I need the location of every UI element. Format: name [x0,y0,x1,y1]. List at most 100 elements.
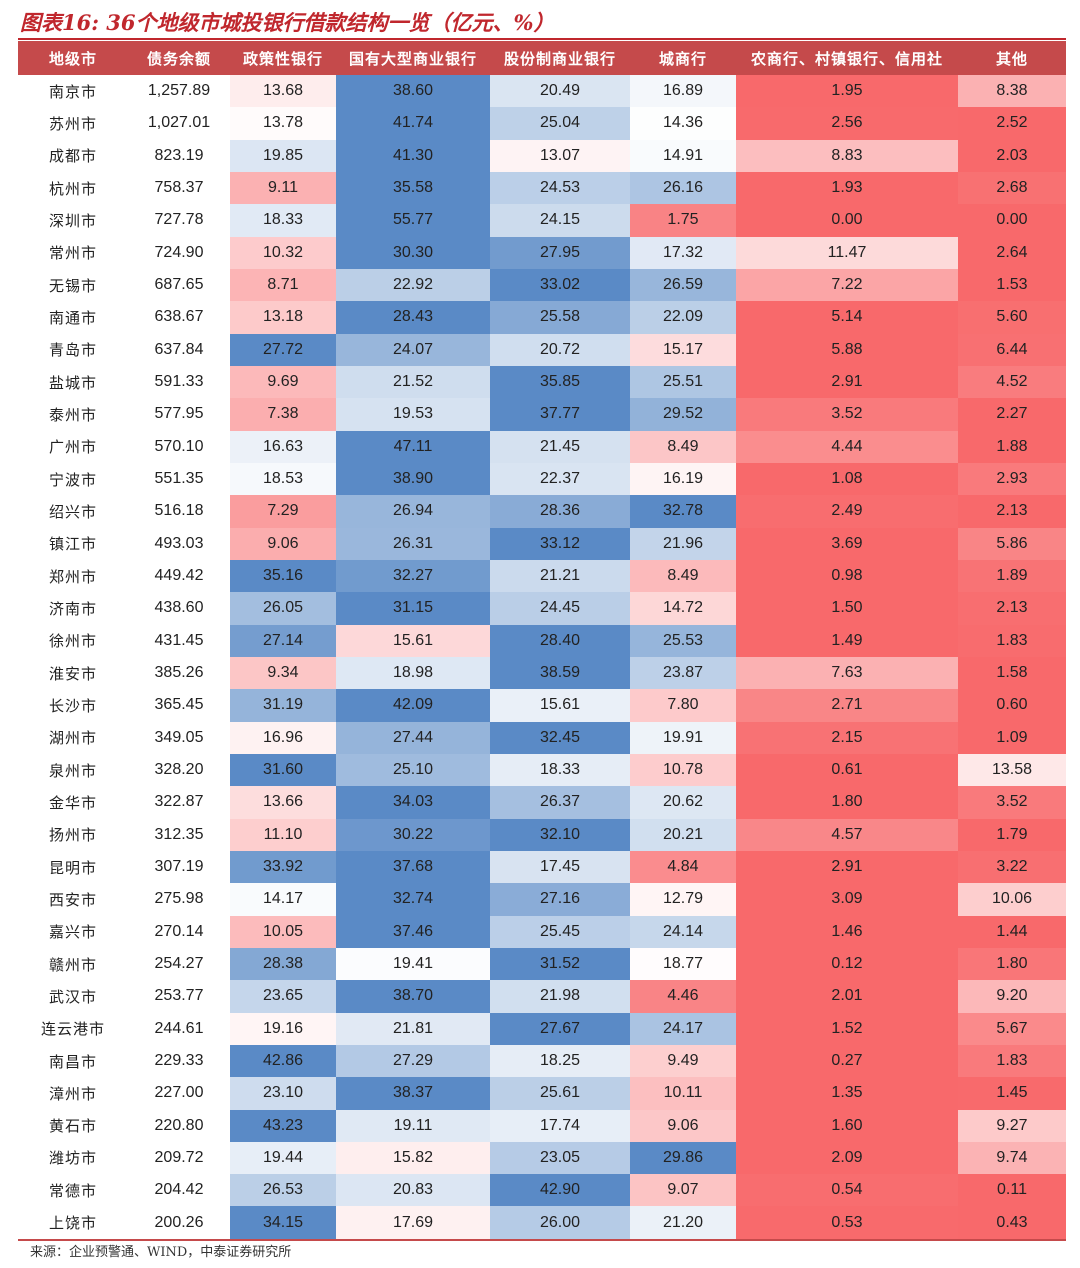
share-cell: 26.16 [630,171,736,205]
share-cell: 13.07 [490,139,630,172]
share-cell: 15.17 [630,333,736,366]
debt-balance-cell: 253.77 [154,987,204,1005]
debt-balance-cell: 724.90 [154,243,204,261]
share-cell: 5.67 [958,1012,1066,1045]
city-cell: 赣州市 [48,955,97,974]
share-cell: 2.52 [958,107,1066,140]
share-cell: 27.95 [490,236,630,269]
share-cell: 41.74 [336,107,490,140]
debt-balance-cell: 385.26 [154,664,204,682]
debt-balance-cell: 449.42 [154,567,204,585]
share-cell: 24.15 [490,204,630,237]
table-row: 漳州市 227.00 23.10 38.37 25.61 10.11 1.35 1.45 [18,1077,1066,1110]
share-cell: 8.38 [958,75,1066,108]
loan-structure-table: 地级市 债务余额 政策性银行 国有大型商业银行 股份制商业银行 城商行 农商行、村镇银行、信… [18,41,1066,1239]
share-cell: 15.61 [490,689,630,722]
share-cell: 0.11 [958,1174,1066,1207]
share-cell: 35.16 [230,559,336,593]
share-cell: 1.83 [958,1044,1066,1078]
share-cell: 19.16 [230,1012,336,1045]
column-header: 债务余额 [128,41,230,75]
share-cell: 7.63 [736,656,958,690]
share-cell: 27.67 [490,1012,630,1045]
share-cell: 14.17 [230,883,336,916]
share-cell: 38.70 [336,980,490,1013]
share-cell: 37.46 [336,915,490,948]
share-cell: 0.43 [958,1206,1066,1239]
share-cell: 35.85 [490,365,630,399]
debt-balance-cell: 349.05 [154,728,204,746]
column-header: 地级市 [18,41,128,75]
city-cell: 郑州市 [48,567,97,586]
share-cell: 1.75 [630,204,736,237]
share-cell: 1.52 [736,1012,958,1045]
share-cell: 0.98 [736,559,958,593]
share-cell: 42.86 [230,1044,336,1078]
share-cell: 18.33 [490,753,630,787]
share-cell: 0.61 [736,753,958,787]
share-cell: 32.45 [490,721,630,754]
share-cell: 1.44 [958,915,1066,948]
share-cell: 0.60 [958,689,1066,722]
share-cell: 27.16 [490,883,630,916]
share-cell: 5.60 [958,301,1066,334]
city-cell: 嘉兴市 [48,923,97,942]
table-row: 上饶市 200.26 34.15 17.69 26.00 21.20 0.53 0.43 [18,1206,1066,1239]
share-cell: 18.77 [630,947,736,981]
share-cell: 2.15 [736,721,958,754]
city-cell: 黄石市 [48,1117,97,1136]
debt-balance-cell: 687.65 [154,276,204,294]
table-row: 扬州市 312.35 11.10 30.22 32.10 20.21 4.57 1.79 [18,818,1066,851]
share-cell: 16.63 [230,430,336,463]
share-cell: 19.91 [630,721,736,754]
share-cell: 28.43 [336,301,490,334]
share-cell: 12.79 [630,883,736,916]
share-cell: 0.53 [736,1206,958,1239]
bottom-rule [18,1239,1066,1241]
table-row: 常州市 724.90 10.32 30.30 27.95 17.32 11.47 2.64 [18,236,1066,269]
share-cell: 16.89 [630,75,736,108]
share-cell: 27.44 [336,721,490,754]
share-cell: 1.45 [958,1077,1066,1110]
table-row: 苏州市 1,027.01 13.78 41.74 25.04 14.36 2.56 2.52 [18,107,1066,140]
share-cell: 38.60 [336,75,490,108]
share-cell: 41.30 [336,139,490,172]
share-cell: 2.91 [736,850,958,884]
debt-balance-cell: 551.35 [154,470,204,488]
city-cell: 上饶市 [48,1214,97,1233]
city-cell: 深圳市 [48,211,97,230]
share-cell: 8.49 [630,430,736,463]
share-cell: 28.38 [230,947,336,981]
share-cell: 20.21 [630,818,736,851]
share-cell: 1.83 [958,624,1066,657]
table-row: 南通市 638.67 13.18 28.43 25.58 22.09 5.14 5.60 [18,301,1066,334]
table-row: 西安市 275.98 14.17 32.74 27.16 12.79 3.09 10.06 [18,883,1066,916]
share-cell: 33.02 [490,268,630,302]
share-cell: 21.20 [630,1206,736,1239]
city-cell: 漳州市 [48,1084,97,1103]
share-cell: 9.20 [958,980,1066,1013]
share-cell: 17.69 [336,1206,490,1239]
share-cell: 2.13 [958,592,1066,625]
share-cell: 15.82 [336,1141,490,1175]
share-cell: 25.61 [490,1077,630,1110]
share-cell: 1.79 [958,818,1066,851]
share-cell: 32.10 [490,818,630,851]
share-cell: 28.40 [490,624,630,657]
share-cell: 26.31 [336,527,490,560]
table-row: 济南市 438.60 26.05 31.15 24.45 14.72 1.50 2.13 [18,592,1066,625]
share-cell: 19.41 [336,947,490,981]
city-cell: 杭州市 [48,179,97,198]
share-cell: 1.60 [736,1109,958,1142]
table-row: 潍坊市 209.72 19.44 15.82 23.05 29.86 2.09 9.74 [18,1141,1066,1175]
city-cell: 青岛市 [48,341,97,360]
share-cell: 1.88 [958,430,1066,463]
share-cell: 21.21 [490,559,630,593]
share-cell: 10.11 [630,1077,736,1110]
share-cell: 9.49 [630,1044,736,1078]
share-cell: 3.22 [958,850,1066,884]
share-cell: 11.47 [736,236,958,269]
share-cell: 1.53 [958,268,1066,302]
city-cell: 盐城市 [48,373,97,392]
debt-balance-cell: 591.33 [154,373,204,391]
